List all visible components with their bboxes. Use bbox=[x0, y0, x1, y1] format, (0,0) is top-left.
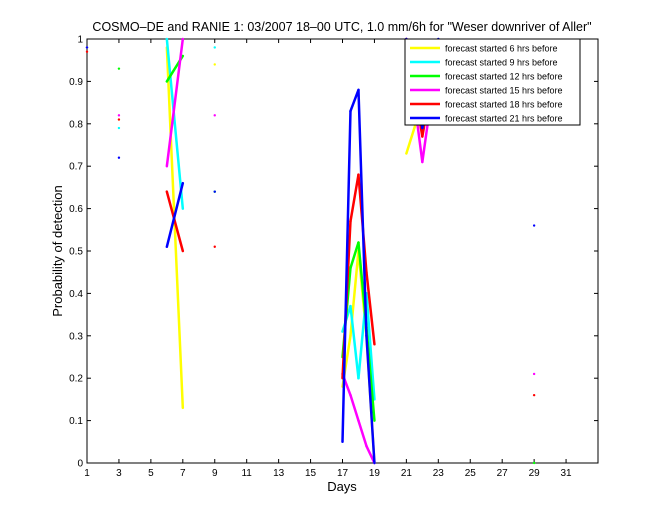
x-tick-label: 1 bbox=[84, 468, 90, 479]
x-tick-label: 11 bbox=[241, 468, 252, 479]
y-tick-label: 0.8 bbox=[69, 119, 83, 130]
y-axis-label: Probability of detection bbox=[50, 185, 65, 317]
series-point bbox=[532, 393, 536, 397]
series-line-segment bbox=[357, 88, 368, 338]
series-line-segment bbox=[165, 190, 185, 253]
y-tick-label: 0.5 bbox=[69, 247, 83, 258]
series-point bbox=[213, 114, 216, 117]
y-tick-label: 0.6 bbox=[69, 204, 83, 215]
y-tick-label: 0.1 bbox=[69, 416, 83, 427]
series-point bbox=[117, 67, 121, 70]
series-point bbox=[213, 46, 216, 49]
legend-label: forecast started 9 hrs before bbox=[445, 58, 558, 68]
series-line-segment bbox=[357, 419, 368, 448]
legend-label: forecast started 18 hrs before bbox=[445, 100, 563, 110]
legend-box bbox=[404, 38, 581, 126]
series-point bbox=[532, 224, 536, 227]
series-line-segment bbox=[349, 173, 360, 223]
x-axis-label: Days bbox=[327, 479, 357, 494]
y-tick-label: 0.7 bbox=[69, 162, 83, 173]
y-axis: 0 0.1 0.2 0.3 0.4 0.5 0.6 0.7 0.8 0.9 1 bbox=[69, 35, 598, 470]
x-tick-label: 29 bbox=[529, 468, 541, 479]
series-point bbox=[213, 63, 216, 66]
series-line-segment bbox=[349, 241, 360, 270]
series-line-segment bbox=[349, 88, 360, 113]
series-point bbox=[532, 461, 536, 465]
x-tick-label: 3 bbox=[116, 468, 122, 479]
series-line-segment bbox=[165, 37, 185, 168]
x-tick-label: 27 bbox=[497, 468, 509, 479]
series-point bbox=[213, 190, 216, 193]
series-line-segment bbox=[365, 334, 376, 465]
x-tick-label: 13 bbox=[273, 468, 285, 479]
y-tick-label: 0.3 bbox=[69, 331, 83, 342]
series-point bbox=[117, 156, 121, 159]
series-point bbox=[117, 114, 121, 117]
legend-label: forecast started 21 hrs before bbox=[445, 114, 563, 124]
legend-label: forecast started 15 hrs before bbox=[445, 86, 563, 96]
chart-title: COSMO–DE and RANIE 1: 03/2007 18–00 UTC,… bbox=[92, 20, 591, 34]
legend-label: forecast started 12 hrs before bbox=[445, 72, 563, 82]
x-tick-label: 23 bbox=[433, 468, 445, 479]
series-line-segment bbox=[341, 109, 352, 444]
y-tick-label: 0.2 bbox=[69, 374, 83, 385]
series-point bbox=[213, 245, 216, 248]
y-tick-label: 0.4 bbox=[69, 289, 83, 300]
x-tick-label: 5 bbox=[148, 468, 154, 479]
x-tick-label: 17 bbox=[337, 468, 349, 479]
legend-label: forecast started 6 hrs before bbox=[445, 44, 558, 54]
series-line-segment bbox=[165, 46, 185, 410]
x-tick-label: 25 bbox=[465, 468, 477, 479]
y-tick-label: 0.9 bbox=[69, 77, 83, 88]
series-point bbox=[85, 46, 89, 49]
x-tick-label: 31 bbox=[561, 468, 573, 479]
series-point bbox=[85, 50, 89, 53]
series-line-segment bbox=[165, 37, 185, 210]
series-point bbox=[117, 118, 121, 121]
series-point bbox=[117, 126, 121, 130]
legend: forecast started 6 hrs before forecast st… bbox=[404, 38, 581, 126]
x-tick-label: 21 bbox=[401, 468, 413, 479]
series-line-segment bbox=[349, 393, 360, 422]
x-tick-label: 9 bbox=[212, 468, 218, 479]
series-line-segment bbox=[365, 292, 376, 401]
series-line-segment bbox=[349, 304, 360, 380]
series-line-segment bbox=[165, 181, 185, 249]
x-tick-label: 19 bbox=[369, 468, 381, 479]
series-point bbox=[532, 372, 536, 376]
series-line-segment bbox=[365, 270, 376, 346]
y-tick-label: 1 bbox=[77, 35, 83, 46]
x-tick-label: 7 bbox=[180, 468, 186, 479]
x-tick-label: 15 bbox=[305, 468, 317, 479]
y-tick-label: 0 bbox=[77, 459, 83, 470]
